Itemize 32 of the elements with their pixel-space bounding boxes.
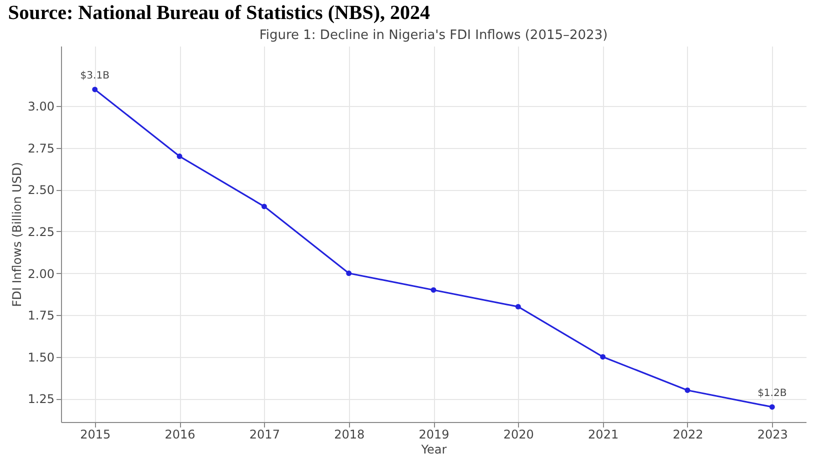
- y-tick-label: 1.75: [28, 308, 54, 323]
- point: [600, 354, 606, 360]
- point: [769, 404, 775, 410]
- y-tick-label: 1.50: [28, 350, 54, 364]
- x-tick-label: 2020: [503, 428, 534, 442]
- x-tick-label: 2016: [164, 428, 196, 442]
- annotation: $3.1B: [80, 70, 110, 82]
- x-tick-label: 2021: [588, 428, 619, 442]
- point: [261, 204, 267, 210]
- x-tick-label: 2019: [418, 428, 450, 442]
- y-tick-label: 2.50: [28, 183, 54, 198]
- point: [346, 270, 352, 276]
- point: [430, 287, 436, 293]
- x-tick-label: 2022: [672, 428, 704, 442]
- y-tick-label: 1.25: [28, 392, 54, 406]
- point: [92, 86, 98, 92]
- y-tick-label: 3.00: [28, 100, 54, 114]
- x-tick-label: 2023: [757, 428, 788, 442]
- y-tick-label: 2.75: [28, 141, 54, 156]
- source-note: Source: National Bureau of Statistics (NBS), 2024: [8, 2, 432, 25]
- y-axis-title: FDI Inflows (Billion USD): [10, 162, 24, 307]
- x-tick-label: 2017: [249, 428, 280, 442]
- point: [515, 304, 521, 310]
- annotation: $1.2B: [758, 388, 787, 399]
- x-tick-label: 2018: [334, 428, 365, 442]
- y-tick-label: 2.00: [28, 266, 54, 281]
- y-tick-label: 2.25: [28, 224, 54, 239]
- x-axis-title: Year: [420, 442, 447, 456]
- point: [684, 388, 690, 393]
- x-tick-label: 2015: [80, 428, 111, 442]
- chart-title: Figure 1: Decline in Nigeria's FDI Inflows (2015–2023): [259, 28, 608, 43]
- point: [176, 154, 182, 160]
